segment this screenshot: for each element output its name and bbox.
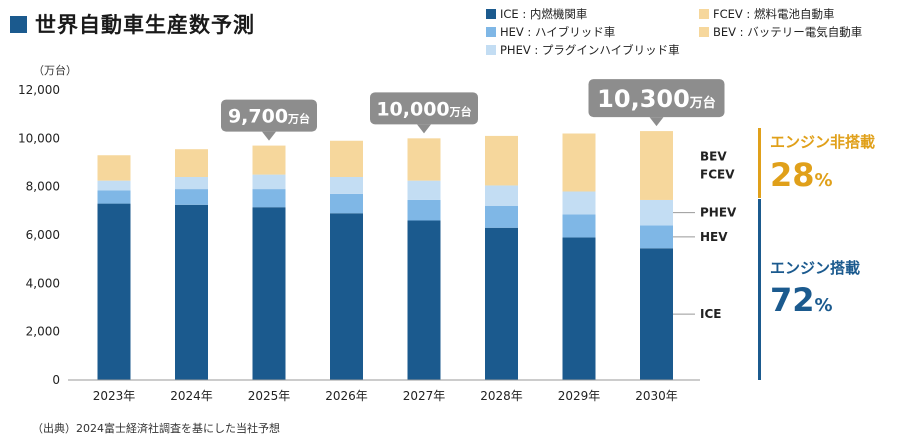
share-label-engine-off: エンジン非搭載 [770, 133, 876, 151]
y-tick-label: 8,000 [26, 180, 60, 194]
callout-box [221, 99, 317, 132]
bar-segment-phev [330, 177, 363, 194]
bar-segment-hev [407, 199, 441, 221]
bar-segment-fcev-bev [175, 149, 208, 177]
legend-swatch-ice [486, 9, 496, 19]
callout-pointer [649, 117, 664, 127]
segment-label-bev: BEV [700, 150, 727, 164]
bar-segment-ice [640, 248, 673, 380]
segment-label-hev: HEV [700, 230, 728, 244]
callout-box [370, 92, 478, 125]
callout-label: 9,700万台 [228, 106, 310, 128]
legend-item-ice: ICE : 内燃機関車 [486, 6, 587, 22]
source-note: （出典）2024富士経済社調査を基にした当社予想 [32, 422, 280, 435]
unit-label: （万台） [33, 64, 77, 77]
bar-segment-hev [97, 190, 131, 204]
callout-pointer [417, 124, 431, 134]
bar-segment-hev [485, 206, 518, 228]
bar-segment-phev [485, 185, 518, 206]
share-value-engine-off: 28% [770, 156, 833, 194]
y-tick-label: 12,000 [18, 83, 60, 97]
legend-item-hev: HEV : ハイブリッド車 [486, 24, 615, 40]
segment-label-phev: PHEV [700, 206, 737, 220]
share-bar-engine-off [758, 128, 761, 198]
chart-title: 世界自動車生産数予測 [10, 10, 255, 38]
legend-item-fcev: FCEV : 燃料電池自動車 [699, 6, 834, 22]
bar-segment-fcev-bev [485, 135, 518, 186]
bar-segment-fcev-bev [97, 155, 131, 181]
bar-segment-ice [330, 213, 363, 380]
x-tick-label: 2025年 [248, 389, 291, 403]
callout-pointer [262, 131, 276, 141]
share-bar-engine-on [758, 199, 761, 380]
legend-label-hev: HEV : ハイブリッド車 [500, 25, 616, 39]
y-tick-label: 6,000 [26, 228, 60, 242]
bar-segment-phev [640, 199, 673, 226]
share-value-engine-on: 72% [770, 281, 833, 319]
chart-title-text: 世界自動車生産数予測 [35, 13, 255, 37]
legend-swatch-phev [486, 45, 496, 55]
legend-label-bev: BEV : バッテリー電気自動車 [713, 25, 863, 39]
x-tick-label: 2023年 [93, 389, 136, 403]
legend-label-ice: ICE : 内燃機関車 [500, 7, 588, 21]
callout-label: 10,300万台 [597, 85, 716, 113]
bar-segment-ice [97, 203, 131, 380]
callout-box [588, 79, 725, 118]
x-tick-label: 2026年 [325, 389, 368, 403]
x-tick-label: 2029年 [558, 389, 601, 403]
share-unit-engine-off: % [814, 170, 833, 191]
bar-segment-hev [330, 193, 363, 214]
y-tick-label: 0 [52, 373, 60, 387]
legend-item-bev: BEV : バッテリー電気自動車 [699, 24, 862, 40]
bar-segment-phev [175, 177, 208, 190]
bar-segment-phev [562, 191, 596, 215]
bar-segment-phev [407, 180, 441, 200]
callout-label: 10,000万台 [376, 98, 471, 120]
y-tick-label: 4,000 [26, 276, 60, 290]
legend: ICE : 内燃機関車 FCEV : 燃料電池自動車 HEV : ハイブリッド車… [486, 6, 916, 66]
bar-segment-ice [485, 227, 518, 380]
segment-label-fcev: FCEV [700, 168, 735, 182]
bar-segment-fcev-bev [562, 133, 596, 192]
bar-segment-hev [640, 225, 673, 249]
title-square-icon [10, 15, 27, 33]
legend-label-phev: PHEV : プラグインハイブリッド車 [500, 43, 680, 57]
bar-segment-ice [252, 207, 286, 380]
bar-segment-fcev-bev [640, 131, 673, 200]
segment-label-ice: ICE [700, 307, 721, 321]
legend-label-fcev: FCEV : 燃料電池自動車 [713, 7, 835, 21]
y-tick-label: 2,000 [26, 325, 60, 339]
bar-segment-hev [175, 189, 208, 205]
bar-segment-hev [562, 214, 596, 238]
bar-segment-fcev-bev [252, 145, 286, 175]
bar-segment-phev [252, 174, 286, 190]
x-tick-label: 2027年 [403, 389, 446, 403]
x-tick-label: 2030年 [635, 389, 678, 403]
bar-segment-ice [175, 204, 208, 380]
bar-segment-fcev-bev [407, 138, 441, 181]
x-tick-label: 2024年 [170, 389, 213, 403]
legend-swatch-fcev [699, 9, 709, 19]
bar-segment-hev [252, 189, 286, 208]
legend-swatch-hev [486, 27, 496, 37]
legend-item-phev: PHEV : プラグインハイブリッド車 [486, 42, 680, 58]
share-unit-engine-on: % [814, 295, 833, 316]
share-number-engine-off: 28 [770, 156, 815, 194]
bar-segment-ice [562, 237, 596, 380]
y-tick-label: 10,000 [18, 131, 60, 145]
bar-segment-ice [407, 220, 441, 380]
share-label-engine-on: エンジン搭載 [770, 259, 861, 277]
bar-segment-fcev-bev [330, 140, 363, 177]
x-tick-label: 2028年 [480, 389, 523, 403]
legend-swatch-bev [699, 27, 709, 37]
share-number-engine-on: 72 [770, 281, 815, 319]
bar-segment-phev [97, 180, 131, 191]
